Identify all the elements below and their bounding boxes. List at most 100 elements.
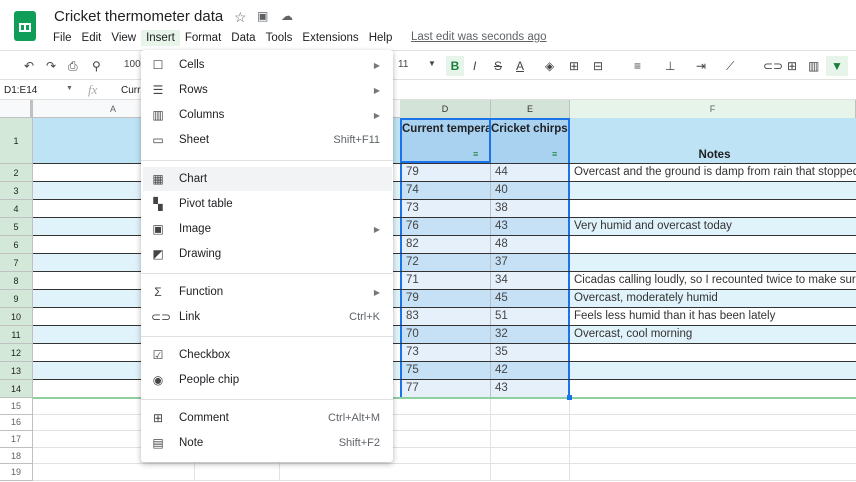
comment-icon[interactable]: ⊞ [787,59,798,73]
paint-format-icon[interactable]: ⚲ [92,59,101,73]
cell-notes[interactable]: Cicadas calling loudly, so I recounted t… [574,274,856,286]
menu-item-sheet[interactable]: ▭ Sheet Shift+F11 [152,133,380,147]
move-folder-icon[interactable]: ▣ [257,9,269,23]
undo-icon[interactable]: ↶ [24,59,35,73]
cell-notes[interactable]: Feels less humid than it has been lately [574,310,776,322]
link-icon[interactable]: ⊂⊃ [763,59,784,73]
cell-notes[interactable] [570,182,856,199]
menu-item-people-chip[interactable]: ◉ People chip [152,373,240,387]
font-size-select[interactable]: 11 [398,59,409,70]
cell-notes[interactable] [570,236,856,253]
menu-item-note[interactable]: ▤ Note Shift+F2 [152,436,380,450]
row-header[interactable]: 11 [0,326,33,344]
cell-notes[interactable]: Overcast, cool morning [574,328,693,340]
column-header-e[interactable]: E [491,100,570,118]
row-header[interactable]: 6 [0,236,33,254]
column-header-f[interactable]: F [570,100,856,118]
row-header[interactable]: 12 [0,344,33,362]
filter-icon[interactable]: ▼ [826,56,848,76]
row-header[interactable]: 17 [0,431,33,448]
cell-notes[interactable] [570,380,856,397]
cell-chirps[interactable]: 44 [491,164,570,181]
cell-chirps[interactable]: 35 [491,344,570,361]
menu-insert[interactable]: Insert [141,30,180,46]
cell-chirps[interactable]: 51 [491,308,570,325]
merge-cells-icon[interactable]: ⊟ [593,59,604,73]
cell-temperature[interactable]: 82 [400,236,491,253]
header-cell-notes[interactable]: Notes [570,118,856,163]
vertical-align-icon[interactable]: ⊥ [665,59,676,73]
header-cell-temperature[interactable]: Current temperature (F) [400,118,491,163]
row-header[interactable]: 18 [0,447,33,465]
menu-item-function[interactable]: Σ Function ▶ [143,280,392,304]
cell-notes[interactable] [570,362,856,379]
cell-chirps[interactable]: 37 [491,254,570,271]
text-wrap-icon[interactable]: ⇥ [696,59,707,73]
sheets-logo[interactable] [14,11,36,41]
cell-notes[interactable]: Overcast, moderately humid [574,292,718,304]
text-rotation-icon[interactable]: ⟋ [726,59,735,73]
row-header[interactable]: 3 [0,182,33,200]
menu-file[interactable]: File [53,32,72,44]
menu-item-pivot-table[interactable]: ▚ Pivot table [143,192,392,216]
menu-data[interactable]: Data [231,32,256,44]
name-box[interactable]: D1:E14 [4,85,38,96]
menu-item-cells[interactable]: ☐ Cells ▶ [152,58,380,72]
cell-chirps[interactable]: 42 [491,362,570,379]
cell-chirps[interactable]: 43 [491,218,570,235]
cell-temperature[interactable]: 75 [400,362,491,379]
bold-button[interactable]: B [446,56,464,76]
empty-row[interactable] [33,464,856,481]
cloud-saved-icon[interactable]: ☁ [281,9,293,23]
header-cell-chirps[interactable]: Cricket chirps in 15s [491,118,570,163]
menu-extensions[interactable]: Extensions [302,32,359,44]
cell-chirps[interactable]: 40 [491,182,570,199]
cell-notes[interactable]: Overcast and the ground is damp from rai… [574,166,856,178]
chart-icon[interactable]: ▥ [808,59,820,73]
formula-input[interactable]: Curr [121,85,141,96]
last-edit-link[interactable]: Last edit was seconds ago [411,31,547,43]
cell-temperature[interactable]: 74 [400,182,491,199]
row-header[interactable]: 5 [0,218,33,236]
menu-item-checkbox[interactable]: ☑ Checkbox [152,348,231,362]
strikethrough-button[interactable]: S [494,59,503,73]
filter-icon[interactable]: ≡ [552,149,558,159]
document-title[interactable]: Cricket thermometer data [54,8,224,25]
filter-icon[interactable]: ≡ [473,149,479,159]
cell-chirps[interactable]: 45 [491,290,570,307]
cell-temperature[interactable]: 73 [400,344,491,361]
fill-color-icon[interactable]: ◈ [545,59,555,73]
cell-chirps[interactable]: 38 [491,200,570,217]
cell-chirps[interactable]: 43 [491,380,570,397]
menu-item-comment[interactable]: ⊞ Comment Ctrl+Alt+M [152,411,380,425]
cell-temperature[interactable]: 76 [400,218,491,235]
menu-view[interactable]: View [111,32,137,44]
chevron-down-icon[interactable]: ▼ [428,59,436,68]
chevron-down-icon[interactable]: ▼ [66,85,73,92]
cell-temperature[interactable]: 72 [400,254,491,271]
cell-chirps[interactable]: 34 [491,272,570,289]
row-header[interactable]: 15 [0,398,33,415]
menu-item-link[interactable]: ⊂⊃ Link Ctrl+K [151,310,380,324]
menu-item-rows[interactable]: ☰ Rows ▶ [152,83,380,97]
menu-item-columns[interactable]: ▥ Columns ▶ [152,108,380,122]
menu-edit[interactable]: Edit [81,32,102,44]
row-header[interactable]: 9 [0,290,33,308]
cell-temperature[interactable]: 79 [400,290,491,307]
cell-temperature[interactable]: 70 [400,326,491,343]
fill-handle[interactable] [567,395,572,400]
borders-icon[interactable]: ⊞ [569,59,580,73]
align-icon[interactable]: ≡ [634,59,642,73]
cell-temperature[interactable]: 71 [400,272,491,289]
menu-tools[interactable]: Tools [265,32,293,44]
redo-icon[interactable]: ↷ [46,59,57,73]
row-header[interactable]: 4 [0,200,33,218]
cell-notes[interactable]: Very humid and overcast today [574,220,732,232]
row-header[interactable]: 13 [0,362,33,380]
cell-temperature[interactable]: 73 [400,200,491,217]
row-header[interactable]: 14 [0,380,33,398]
cell-chirps[interactable]: 48 [491,236,570,253]
row-header[interactable]: 19 [0,464,33,481]
cell-notes[interactable] [570,200,856,217]
menu-help[interactable]: Help [368,32,393,44]
